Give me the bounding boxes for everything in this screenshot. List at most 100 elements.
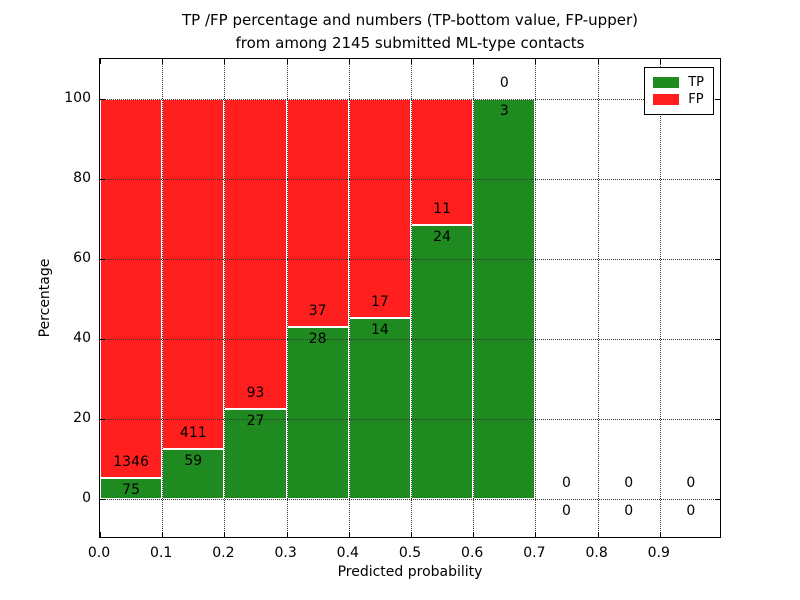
legend-entry: TP bbox=[653, 74, 704, 91]
bar-segment-tp bbox=[100, 477, 163, 499]
x-tick-label: 0.9 bbox=[647, 545, 670, 561]
y-tick-mark bbox=[100, 99, 105, 100]
grid-line-vertical bbox=[348, 59, 350, 537]
bar-segment-tp bbox=[162, 448, 225, 499]
x-tick-label: 0.4 bbox=[336, 545, 359, 561]
x-tick-mark-top bbox=[535, 59, 537, 64]
x-tick-mark bbox=[411, 532, 412, 537]
x-tick-label: 0.2 bbox=[212, 545, 235, 561]
grid-line-horizontal bbox=[100, 339, 720, 340]
y-tick-label: 40 bbox=[73, 330, 91, 346]
bar-label-fp: 411 bbox=[179, 424, 207, 441]
x-tick-label: 0.0 bbox=[87, 545, 111, 561]
bar-label-tp: 0 bbox=[562, 503, 571, 519]
grid-line-vertical bbox=[224, 59, 226, 537]
y-tick-label: 60 bbox=[73, 250, 91, 266]
x-tick-mark bbox=[597, 532, 599, 537]
legend: TP FP bbox=[644, 67, 714, 115]
y-axis-title: Percentage bbox=[37, 258, 53, 338]
bar-label-fp: 0 bbox=[499, 75, 509, 91]
bar-label-tp: 28 bbox=[308, 330, 327, 347]
x-tick-mark-top bbox=[348, 59, 350, 64]
x-tick-label: 0.6 bbox=[461, 545, 484, 561]
y-tick-mark bbox=[100, 179, 105, 180]
bar-segment-tp bbox=[224, 409, 287, 499]
bar-label-fp: 1346 bbox=[113, 453, 149, 470]
x-tick-label: 0.7 bbox=[523, 545, 546, 561]
bar-segment-fp bbox=[411, 99, 474, 225]
y-tick-mark-right bbox=[715, 499, 720, 500]
bar-label-tp: 0 bbox=[624, 503, 634, 519]
grid-line-vertical bbox=[162, 59, 164, 537]
bar-label-fp: 0 bbox=[624, 475, 634, 491]
y-tick-mark bbox=[100, 499, 105, 500]
bar-segment-fp bbox=[100, 99, 163, 478]
chart-title-line1: TP /FP percentage and numbers (TP-bottom… bbox=[182, 11, 638, 29]
x-tick-mark bbox=[224, 532, 226, 537]
chart-title-line2: from among 2145 submitted ML-type contac… bbox=[235, 34, 585, 52]
grid-line-horizontal bbox=[100, 259, 720, 260]
x-tick-mark bbox=[162, 532, 164, 537]
x-tick-mark bbox=[100, 532, 101, 537]
y-tick-mark-right bbox=[715, 179, 720, 180]
grid-line-horizontal bbox=[100, 419, 720, 420]
y-tick-mark-right bbox=[715, 419, 720, 420]
grid-line-vertical bbox=[535, 59, 537, 537]
bar-label-fp: 93 bbox=[246, 385, 265, 401]
y-tick-label: 80 bbox=[73, 170, 91, 186]
x-tick-label: 0.8 bbox=[585, 545, 608, 561]
x-tick-mark-top bbox=[162, 59, 164, 64]
bar-segment-fp bbox=[348, 99, 411, 319]
grid-line-vertical bbox=[597, 59, 599, 537]
legend-swatch-fp-icon bbox=[653, 94, 680, 105]
x-tick-mark-top bbox=[659, 59, 661, 64]
bar-label-tp: 27 bbox=[246, 413, 265, 429]
x-tick-mark-top bbox=[286, 59, 288, 64]
x-tick-mark bbox=[659, 532, 661, 537]
bar-segment-fp bbox=[224, 99, 287, 409]
bar-label-fp: 37 bbox=[308, 302, 327, 319]
legend-label: TP bbox=[688, 75, 704, 90]
y-tick-mark bbox=[100, 339, 105, 340]
bar-label-tp: 0 bbox=[686, 503, 696, 519]
x-tick-mark-top bbox=[473, 59, 475, 64]
plot-area: TP FP 1346 75 411 59 93 27 37 28 17 14 11 24 0 3 0 0 0 0 0 0 bbox=[99, 58, 721, 538]
x-tick-mark-top bbox=[597, 59, 599, 64]
bar-segment-fp bbox=[286, 99, 349, 327]
x-tick-mark bbox=[535, 532, 537, 537]
x-tick-mark-top bbox=[224, 59, 226, 64]
bar-segment-tp bbox=[473, 99, 536, 499]
y-tick-mark-right bbox=[715, 99, 720, 100]
bar-label-fp: 11 bbox=[433, 200, 452, 217]
x-tick-mark bbox=[473, 532, 475, 537]
bar-label-tp: 24 bbox=[433, 228, 452, 245]
x-tick-mark bbox=[348, 532, 350, 537]
x-tick-label: 0.5 bbox=[398, 545, 422, 561]
grid-line-vertical bbox=[411, 59, 412, 537]
y-tick-mark-right bbox=[715, 339, 720, 340]
x-tick-label: 0.1 bbox=[150, 545, 173, 561]
legend-swatch-tp-icon bbox=[653, 77, 680, 88]
grid-line-vertical bbox=[286, 59, 288, 537]
y-tick-mark bbox=[100, 259, 105, 260]
x-tick-mark bbox=[286, 532, 288, 537]
bar-label-tp: 14 bbox=[370, 322, 389, 339]
grid-line-vertical bbox=[473, 59, 475, 537]
y-tick-mark-right bbox=[715, 259, 720, 260]
y-tick-label: 20 bbox=[73, 410, 91, 426]
grid-line-horizontal bbox=[100, 499, 720, 500]
x-tick-mark-top bbox=[100, 59, 101, 64]
legend-entry: FP bbox=[653, 91, 704, 108]
bar-segment-tp bbox=[286, 326, 349, 499]
bar-label-fp: 17 bbox=[370, 294, 389, 311]
legend-label: FP bbox=[688, 92, 704, 107]
bar-label-fp: 0 bbox=[686, 475, 696, 491]
grid-line-horizontal bbox=[100, 99, 720, 100]
bar-segment-fp bbox=[162, 99, 225, 449]
bar-label-tp: 3 bbox=[499, 103, 509, 119]
bar-label-tp: 75 bbox=[122, 481, 141, 498]
grid-line-horizontal bbox=[100, 179, 720, 180]
bar-label-tp: 59 bbox=[184, 452, 203, 469]
x-axis-title: Predicted probability bbox=[337, 564, 483, 580]
